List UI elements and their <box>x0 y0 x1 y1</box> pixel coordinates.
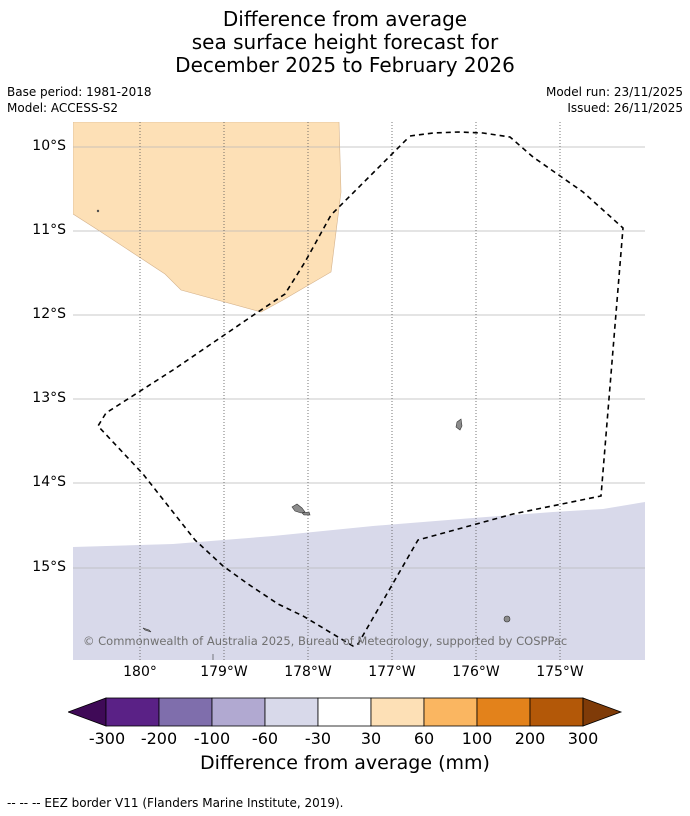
base-period: Base period: 1981-2018 <box>7 85 152 99</box>
copyright-text: © Commonwealth of Australia 2025, Bureau… <box>83 634 567 648</box>
colorbar-label-8: 200 <box>514 729 546 748</box>
model-name: Model: ACCESS-S2 <box>7 101 119 115</box>
lat-label-15s: 15°S <box>32 559 66 575</box>
colorbar-label-6: 60 <box>413 729 435 748</box>
colorbar-title: Difference from average (mm) <box>200 752 490 774</box>
colorbar-label-1: -200 <box>140 729 178 748</box>
island-east <box>455 418 463 431</box>
colorbar-high-extend <box>582 697 623 727</box>
colorbar-bin-9 <box>529 697 584 727</box>
colorbar-label-4: -30 <box>304 729 332 748</box>
colorbar-low-extend <box>68 697 107 727</box>
title-line-3: December 2025 to February 2026 <box>175 53 515 77</box>
land-islands <box>96 209 511 660</box>
lon-label-180: 180° <box>123 664 157 680</box>
colorbar-label-3: -60 <box>251 729 279 748</box>
colorbar-label-0: -300 <box>88 729 126 748</box>
colorbar-bin-4 <box>264 697 319 727</box>
island-southwest <box>142 627 152 633</box>
lon-label-177w: 177°W <box>368 664 416 680</box>
title-line-2: sea surface height forecast for <box>191 30 499 54</box>
colorbar <box>68 697 623 727</box>
lat-label-12s: 12°S <box>32 306 66 322</box>
colorbar-bin-3 <box>211 697 266 727</box>
chart-title: Difference from average sea surface heig… <box>0 8 690 77</box>
colorbar-label-2: -100 <box>193 729 231 748</box>
lat-gridlines <box>73 146 645 569</box>
lat-label-10s: 10°S <box>32 138 66 154</box>
lat-label-13s: 13°S <box>32 390 66 406</box>
colorbar-bin-7 <box>423 697 478 727</box>
lat-label-14s: 14°S <box>32 474 66 490</box>
colorbar-bin-2 <box>158 697 213 727</box>
map-panel: © Commonwealth of Australia 2025, Bureau… <box>73 122 645 660</box>
colorbar-label-5: 30 <box>360 729 382 748</box>
issued-date: Issued: 26/11/2025 <box>567 101 683 115</box>
island-northwest-dot <box>96 209 100 213</box>
lon-label-179w: 179°W <box>200 664 248 680</box>
colorbar-label-9: 300 <box>567 729 599 748</box>
eez-border <box>96 131 624 647</box>
colorbar-label-7: 100 <box>461 729 493 748</box>
negative-anomaly-region <box>73 502 645 660</box>
lon-label-175w: 175°W <box>536 664 584 680</box>
colorbar-bin-6 <box>370 697 425 727</box>
meta-right: Model run: 23/11/2025 Issued: 26/11/2025 <box>546 84 683 116</box>
title-line-1: Difference from average <box>222 7 468 31</box>
colorbar-bin-1 <box>105 697 160 727</box>
lon-label-176w: 176°W <box>452 664 500 680</box>
colorbar-bin-8 <box>476 697 531 727</box>
island-central <box>291 503 306 514</box>
lon-label-178w: 178°W <box>284 664 332 680</box>
island-southeast <box>503 615 511 623</box>
eez-legend-note: -- -- -- EEZ border V11 (Flanders Marine… <box>7 796 344 810</box>
lat-label-11s: 11°S <box>32 222 66 238</box>
model-run: Model run: 23/11/2025 <box>545 85 683 99</box>
positive-anomaly-region <box>73 122 342 313</box>
colorbar-bin-5 <box>317 697 372 727</box>
meta-left: Base period: 1981-2018 Model: ACCESS-S2 <box>7 84 152 116</box>
island-central-small <box>301 511 311 516</box>
